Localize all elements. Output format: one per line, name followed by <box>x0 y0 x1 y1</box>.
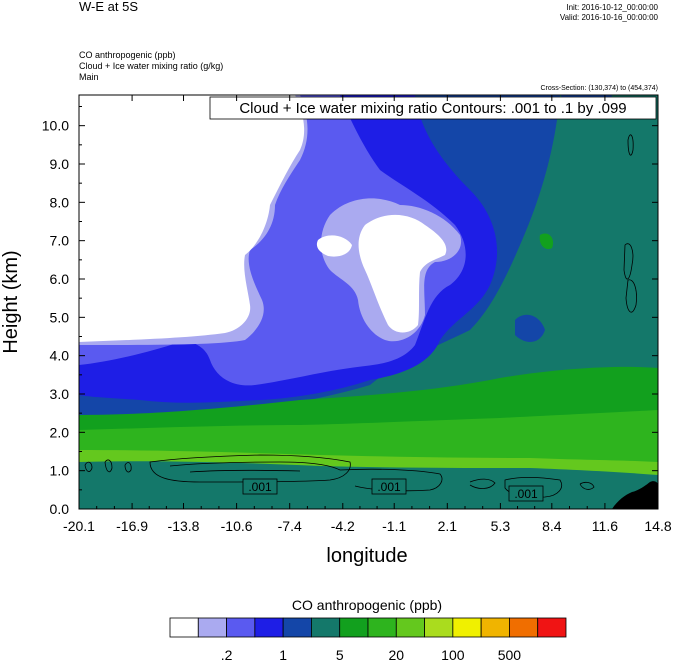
colorbar-cell <box>197 617 227 638</box>
svg-text:Cloud + Ice water mixing ratio: Cloud + Ice water mixing ratio Contours:… <box>239 100 626 117</box>
x-tick-label: 14.8 <box>644 518 671 534</box>
x-tick-label: -13.8 <box>168 518 200 534</box>
y-axis-label: Height (km) <box>0 250 22 353</box>
x-tick-label: -7.4 <box>278 518 302 534</box>
y-tick-label: 5.0 <box>50 309 70 325</box>
plot-frame <box>78 94 659 510</box>
colorbar <box>169 617 567 638</box>
colorbar-cell <box>480 617 510 638</box>
colorbar-cell <box>226 617 256 638</box>
svg-text:.001: .001 <box>514 487 538 501</box>
y-tick-label: 10.0 <box>42 118 69 134</box>
cross-section-label: Cross-Section: (130,374) to (454,374) <box>540 85 658 92</box>
contour-info-box: Cloud + Ice water mixing ratio Contours:… <box>209 96 657 120</box>
x-tick-label: 11.6 <box>592 518 618 534</box>
svg-text:.001: .001 <box>248 480 272 494</box>
colorbar-tick-label: 500 <box>498 647 522 663</box>
y-tick-label: 3.0 <box>50 386 70 402</box>
y-tick-label: 1.0 <box>50 463 70 479</box>
init-time: Init: 2016-10-12_00:00:00 <box>566 3 658 12</box>
colorbar-cell <box>282 617 312 638</box>
y-tick-label: 8.0 <box>50 194 70 210</box>
x-tick-label: 2.1 <box>438 518 458 534</box>
x-tick-label: -1.1 <box>382 518 406 534</box>
colorbar-title: CO anthropogenic (ppb) <box>292 597 442 613</box>
y-tick-label: 7.0 <box>50 233 70 249</box>
contour-label-2: .001 <box>371 478 407 495</box>
valid-time: Valid: 2016-10-16_00:00:00 <box>560 13 659 22</box>
x-tick-label: -10.6 <box>221 518 253 534</box>
colorbar-cell <box>537 617 567 638</box>
colorbar-cell <box>254 617 284 638</box>
colorbar-tick-label: 5 <box>336 647 344 663</box>
colorbar-cell <box>339 617 369 638</box>
y-tick-label: 9.0 <box>50 156 70 172</box>
colorbar-tick-label: 20 <box>388 647 404 663</box>
colorbar-tick-label: 1 <box>279 647 287 663</box>
colorbar-cell <box>311 617 341 638</box>
y-tick-label: 6.0 <box>50 271 70 287</box>
y-axis: 0.0 1.0 2.0 3.0 4.0 5.0 6.0 7.0 8.0 9.0 10.0 <box>42 106 658 517</box>
x-tick-label: -4.2 <box>331 518 355 534</box>
field-name-cloud: Cloud + Ice water mixing ratio (g/kg) <box>79 61 223 71</box>
x-tick-label: -16.9 <box>116 518 148 534</box>
contour-label-3: .001 <box>508 485 544 502</box>
colorbar-labels: .2 1 5 20 100 500 <box>221 647 522 663</box>
x-tick-label: 8.4 <box>542 518 562 534</box>
colorbar-cell <box>395 617 425 638</box>
y-tick-label: 2.0 <box>50 424 70 440</box>
colorbar-cell <box>452 617 482 638</box>
heatmap-field <box>79 95 658 509</box>
contour-label-1: .001 <box>242 478 278 495</box>
colorbar-tick-label: .2 <box>221 647 233 663</box>
x-tick-label: 5.3 <box>491 518 511 534</box>
colorbar-tick-label: 100 <box>441 647 465 663</box>
field-white <box>79 95 305 342</box>
colorbar-cell <box>367 617 397 638</box>
svg-text:.001: .001 <box>377 480 401 494</box>
x-axis-label: longitude <box>326 545 407 567</box>
y-tick-label: 4.0 <box>50 348 70 364</box>
colorbar-cell <box>424 617 454 638</box>
field-name-co: CO anthropogenic (ppb) <box>79 50 176 60</box>
plot-title: W-E at 5S <box>79 0 138 14</box>
y-tick-label: 0.0 <box>50 501 70 517</box>
colorbar-cell <box>509 617 539 638</box>
terrain <box>612 481 658 509</box>
field-name-main: Main <box>79 72 99 82</box>
colorbar-cell <box>169 617 199 638</box>
x-axis: -20.1 -16.9 -13.8 -10.6 -7.4 -4.2 -1.1 2.1 5.3 8.… <box>63 95 672 534</box>
x-tick-label: -20.1 <box>63 518 95 534</box>
